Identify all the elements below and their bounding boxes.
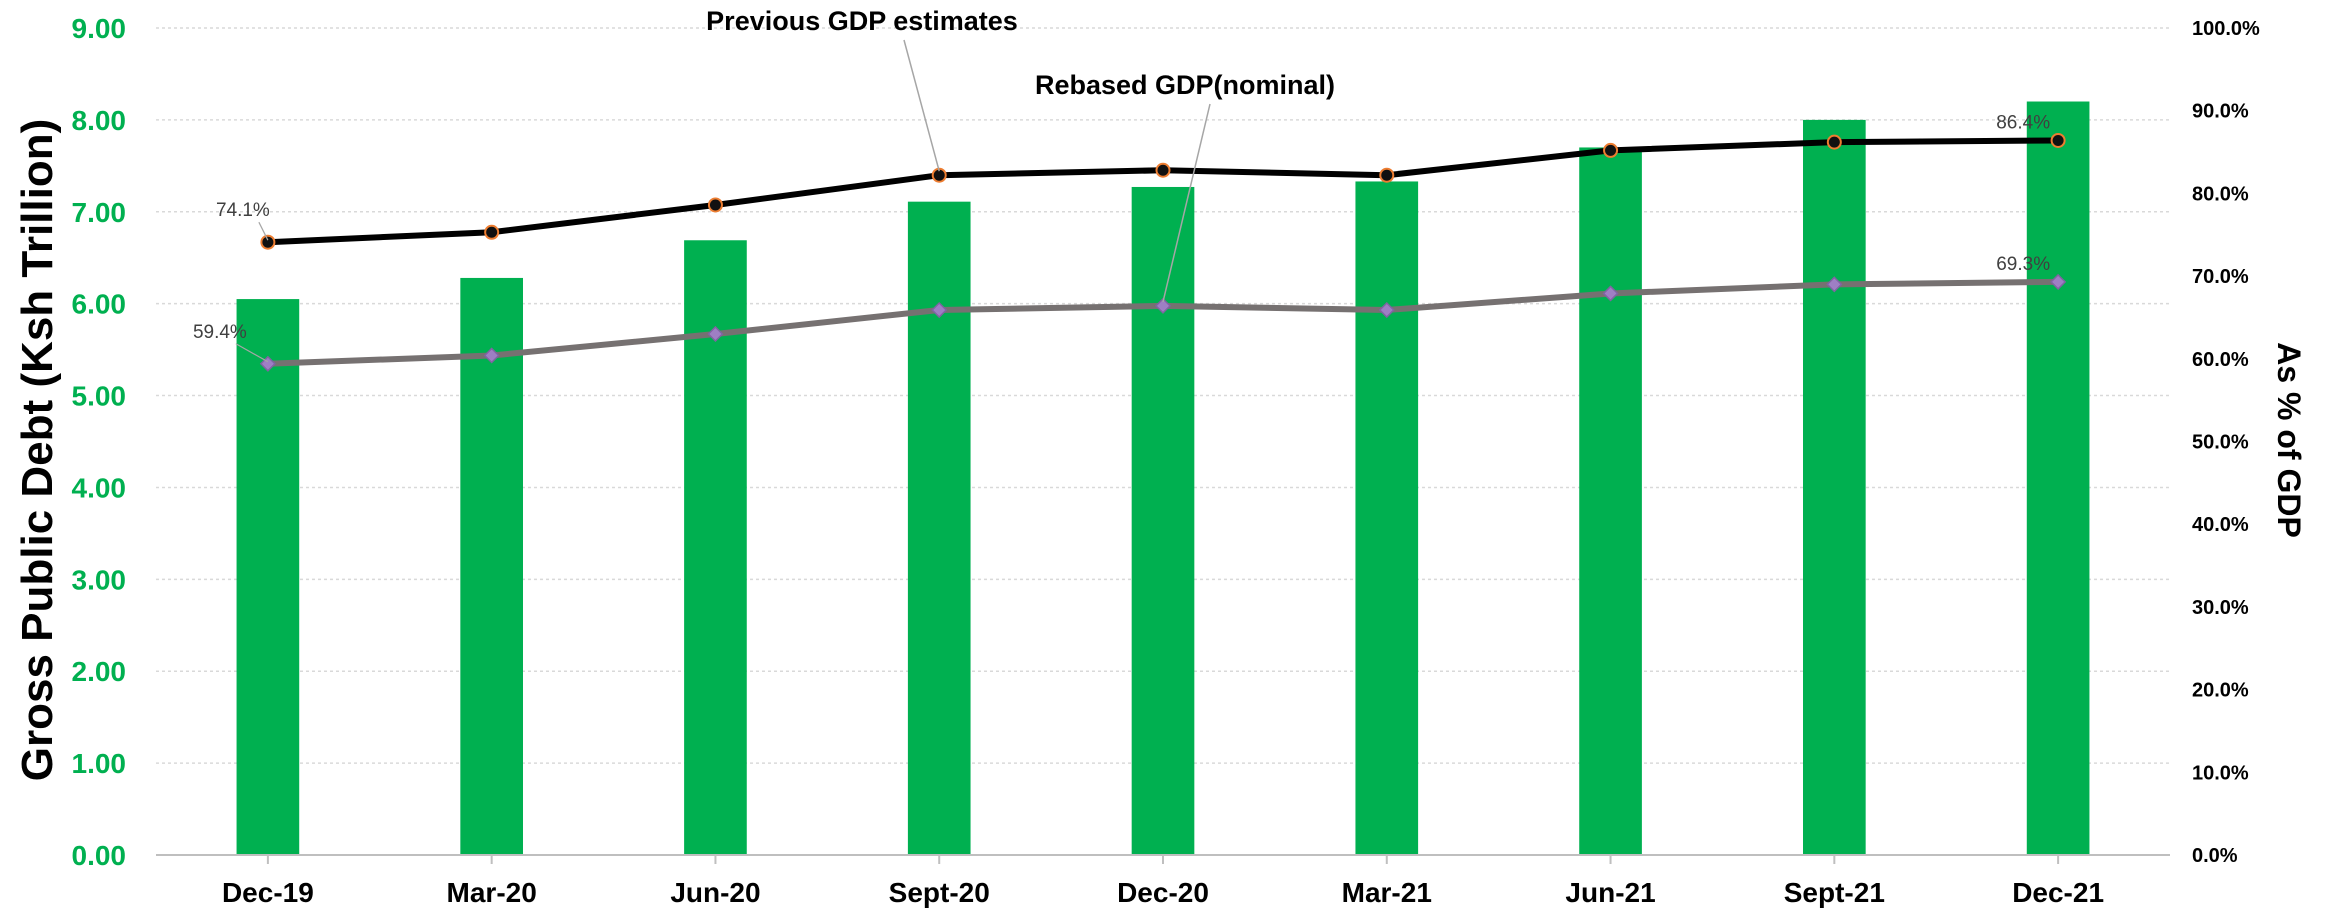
y-tick-label: 7.00 [72, 197, 127, 228]
series-point [260, 234, 276, 250]
y-tick-label: 3.00 [72, 564, 127, 595]
bar [1579, 147, 1642, 855]
series-point [2050, 132, 2066, 148]
data-label: 69.3% [1996, 254, 2050, 275]
y-tick-label: 9.00 [72, 13, 127, 44]
y-axis-title: Gross Public Debt (Ksh Trillion) [13, 119, 62, 782]
x-tick-label: Sept-21 [1784, 877, 1885, 908]
bar [1131, 186, 1195, 855]
y2-tick-label: 100.0% [2192, 18, 2260, 40]
y-tick-label: 5.00 [72, 381, 127, 412]
series-point [1154, 297, 1172, 314]
annotation-leader [903, 39, 940, 172]
y-tick-label: 2.00 [72, 656, 127, 687]
series-lines [259, 132, 2067, 372]
y2-tick-label: 20.0% [2192, 680, 2249, 702]
x-tick-label: Mar-20 [447, 877, 537, 908]
y-tick-label: 6.00 [72, 289, 127, 320]
x-tick-label: Dec-21 [2012, 877, 2104, 908]
bar [460, 277, 523, 856]
annotation-leader [1162, 103, 1211, 303]
y2-tick-label: 90.0% [2192, 101, 2249, 123]
y2-tick-label: 80.0% [2192, 183, 2249, 205]
bar [907, 201, 971, 856]
series-point [707, 197, 723, 213]
bar [2026, 101, 2090, 855]
series-point [1826, 276, 1843, 293]
x-tick-label: Jun-21 [1565, 877, 1655, 908]
x-tick-label: Jun-20 [670, 877, 760, 908]
bar [1355, 181, 1419, 855]
series-point [483, 347, 500, 364]
y-tick-label: 1.00 [72, 748, 127, 779]
data-label: 86.4% [1996, 112, 2050, 133]
series-point [1155, 162, 1171, 178]
series-point [484, 224, 500, 240]
series-point [931, 301, 948, 319]
bar [684, 240, 747, 856]
y2-tick-label: 30.0% [2192, 597, 2249, 619]
annotation: Previous GDP estimates [706, 6, 1018, 36]
bars [236, 101, 2090, 856]
y2-tick-label: 60.0% [2192, 349, 2249, 371]
axes: 0.00 1.00 2.00 3.00 4.00 5.00 6.00 7.00 8.00 9.00… [72, 13, 2261, 908]
series-point [707, 325, 724, 343]
data-label: 74.1% [216, 200, 270, 221]
x-tick-label: Sept-20 [889, 877, 990, 908]
bar [1803, 119, 1866, 855]
y2-axis-title: As % of GDP [2271, 342, 2307, 538]
x-tick-label: Dec-19 [222, 877, 314, 908]
annotation: Rebased GDP(nominal) [1035, 70, 1335, 100]
series-point [1602, 285, 1619, 302]
data-labels: 74.1% 86.4% 59.4% 69.3% Previous GDP estimat… [193, 6, 2050, 363]
y-tick-label: 4.00 [72, 472, 127, 503]
data-label-leader [258, 221, 269, 241]
y2-tick-label: 70.0% [2192, 266, 2249, 288]
series-point [1603, 142, 1619, 158]
series-point [1379, 167, 1395, 183]
y2-tick-label: 0.0% [2192, 845, 2238, 867]
y2-tick-label: 50.0% [2192, 432, 2249, 454]
x-tick-label: Dec-20 [1117, 877, 1209, 908]
y2-tick-label: 10.0% [2192, 762, 2249, 784]
data-label-leader [235, 343, 269, 363]
series-point [1378, 301, 1395, 319]
x-tick-label: Mar-21 [1342, 877, 1432, 908]
y2-tick-label: 40.0% [2192, 514, 2249, 536]
data-label: 59.4% [193, 322, 247, 343]
series-point [1826, 134, 1842, 150]
y-tick-label: 8.00 [72, 105, 127, 136]
y-tick-label: 0.00 [72, 840, 127, 871]
bar [236, 299, 300, 855]
series-point [2050, 273, 2067, 290]
